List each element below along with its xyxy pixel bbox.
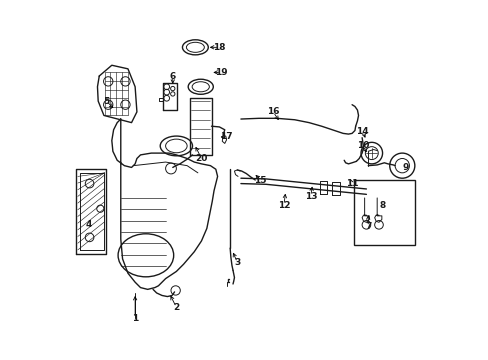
Text: 14: 14: [356, 127, 368, 136]
Text: 13: 13: [304, 192, 316, 201]
Text: 5: 5: [103, 96, 109, 105]
Text: 11: 11: [345, 179, 358, 188]
Text: 15: 15: [254, 176, 266, 185]
Text: 20: 20: [195, 154, 207, 163]
Text: 12: 12: [277, 201, 289, 210]
Text: 4: 4: [85, 220, 92, 229]
Text: 3: 3: [234, 258, 240, 267]
Text: 1: 1: [132, 314, 138, 323]
Text: 2: 2: [173, 303, 179, 312]
Text: 19: 19: [214, 68, 227, 77]
Text: 10: 10: [356, 141, 368, 150]
Bar: [353, 180, 414, 244]
Text: 16: 16: [266, 107, 279, 116]
Text: 8: 8: [379, 201, 385, 210]
Text: 17: 17: [220, 132, 232, 141]
Text: 18: 18: [213, 43, 225, 52]
Text: 7: 7: [364, 222, 371, 231]
Text: 6: 6: [169, 72, 176, 81]
Text: 9: 9: [402, 163, 408, 172]
